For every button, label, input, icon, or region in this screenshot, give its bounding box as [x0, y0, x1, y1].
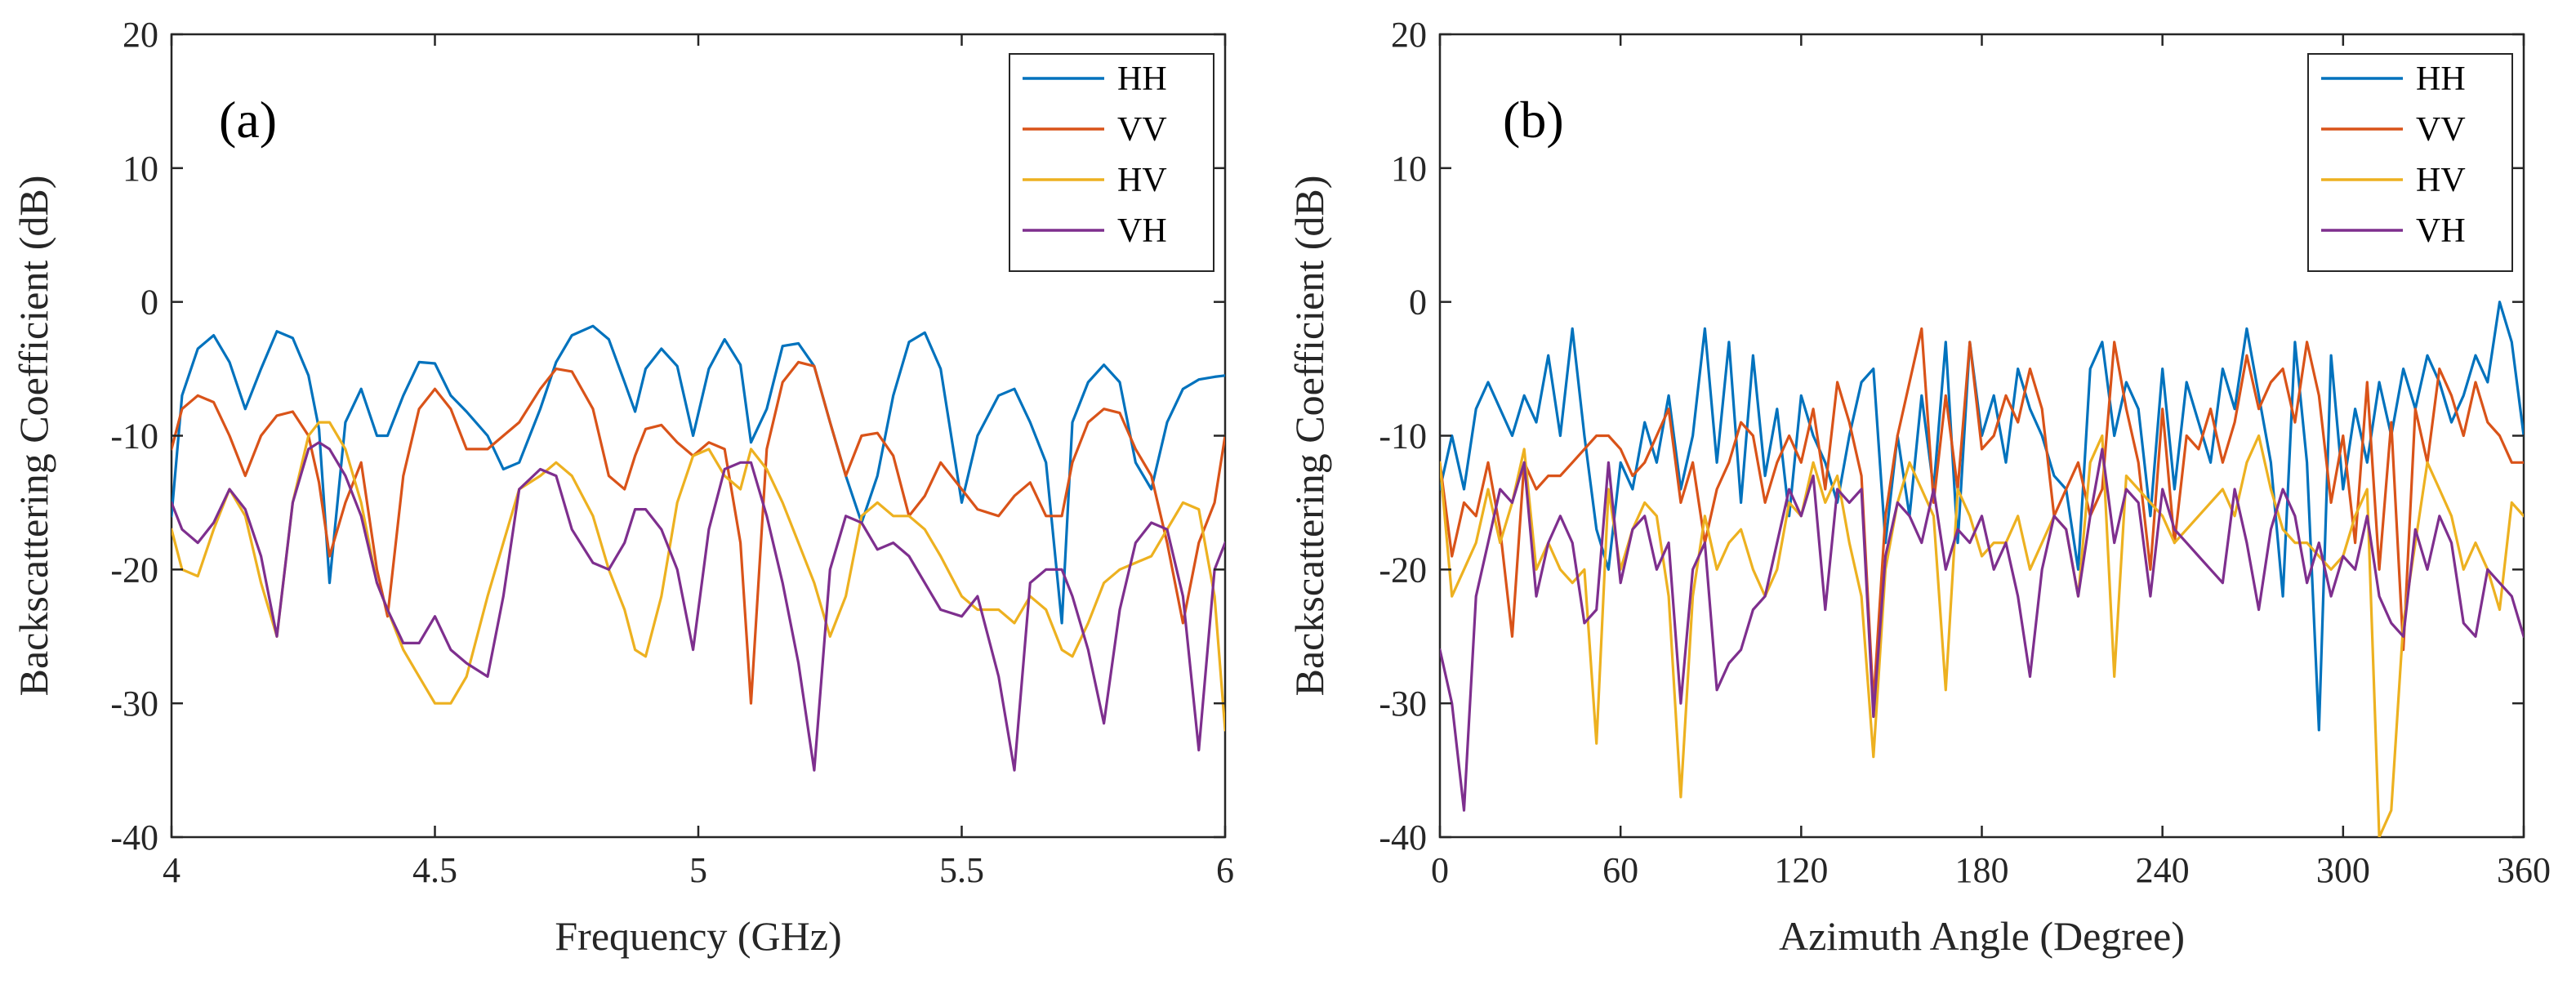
x-tick-label: 180 — [1955, 850, 2009, 890]
y-tick-label: -20 — [110, 550, 158, 590]
y-tick-label: -30 — [110, 684, 158, 724]
series-line-hv — [172, 421, 1225, 732]
x-tick-label: 5.5 — [939, 850, 984, 890]
x-tick-label: 0 — [1431, 850, 1449, 890]
x-tick-label: 60 — [1602, 850, 1638, 890]
panel-b-x-axis-label: Azimuth Angle (Degree) — [1779, 913, 2185, 959]
y-tick-label: -40 — [1379, 818, 1427, 858]
panel-a: 4 4.5 5 5.5 6 -40 -30 -20 -10 0 10 20 (a) Frequency… — [11, 15, 1234, 959]
panel-b-legend: HH VV HV VH — [2307, 53, 2513, 272]
legend-label-hh: HH — [2416, 60, 2466, 98]
x-tick-label: 240 — [2136, 850, 2190, 890]
series-line-hh — [1440, 301, 2524, 732]
legend-label-hh: HH — [1117, 60, 1167, 98]
y-tick-label: 10 — [123, 149, 158, 189]
x-tick-label: 120 — [1774, 850, 1828, 890]
series-line-vh — [172, 441, 1225, 772]
y-tick-label: -10 — [1379, 417, 1427, 457]
x-tick-label: 5 — [689, 850, 707, 890]
legend-label-vv: VV — [1117, 111, 1167, 149]
y-tick-label: -30 — [1379, 684, 1427, 724]
panel-b-plot-area — [1440, 301, 2524, 837]
legend-label-hv: HV — [1117, 162, 1167, 199]
panel-b-ticks: 0 60 120 180 240 300 360 -40 -30 -20 -10 0 10 20 — [1379, 15, 2551, 890]
series-line-vh — [1440, 448, 2524, 812]
legend-label-vv: VV — [2416, 111, 2466, 149]
series-line-vv — [1440, 327, 2524, 705]
x-tick-label: 6 — [1216, 850, 1234, 890]
x-tick-label: 4.5 — [412, 850, 457, 890]
panel-b-y-axis-label: Backscattering Coefficient (dB) — [1286, 176, 1332, 697]
panel-b-label: (b) — [1503, 91, 1564, 149]
panel-a-y-axis-label: Backscattering Coefficient (dB) — [11, 176, 56, 697]
legend-box — [1009, 53, 1214, 272]
legend-label-hv: HV — [2416, 162, 2466, 199]
series-line-hh — [172, 324, 1225, 625]
panel-a-x-axis-label: Frequency (GHz) — [555, 913, 841, 959]
y-tick-label: 0 — [1409, 283, 1427, 323]
legend-label-vh: VH — [2416, 212, 2466, 250]
panel-a-label: (a) — [219, 91, 277, 149]
y-tick-label: 20 — [1391, 15, 1427, 55]
y-tick-label: 10 — [1391, 149, 1427, 189]
panel-a-legend: HH VV HV VH — [1009, 53, 1214, 272]
x-tick-label: 360 — [2497, 850, 2551, 890]
legend-box — [2307, 53, 2513, 272]
y-tick-label: -40 — [110, 818, 158, 858]
panel-a-plot-area — [172, 324, 1225, 772]
y-tick-label: 0 — [140, 283, 158, 323]
x-tick-label: 4 — [163, 850, 180, 890]
y-tick-label: -20 — [1379, 550, 1427, 590]
series-line-hv — [1440, 434, 2524, 837]
y-tick-label: -10 — [110, 417, 158, 457]
panel-a-ticks: 4 4.5 5 5.5 6 -40 -30 -20 -10 0 10 20 — [110, 15, 1234, 890]
y-tick-label: 20 — [123, 15, 158, 55]
x-tick-label: 300 — [2316, 850, 2370, 890]
legend-label-vh: VH — [1117, 212, 1167, 250]
